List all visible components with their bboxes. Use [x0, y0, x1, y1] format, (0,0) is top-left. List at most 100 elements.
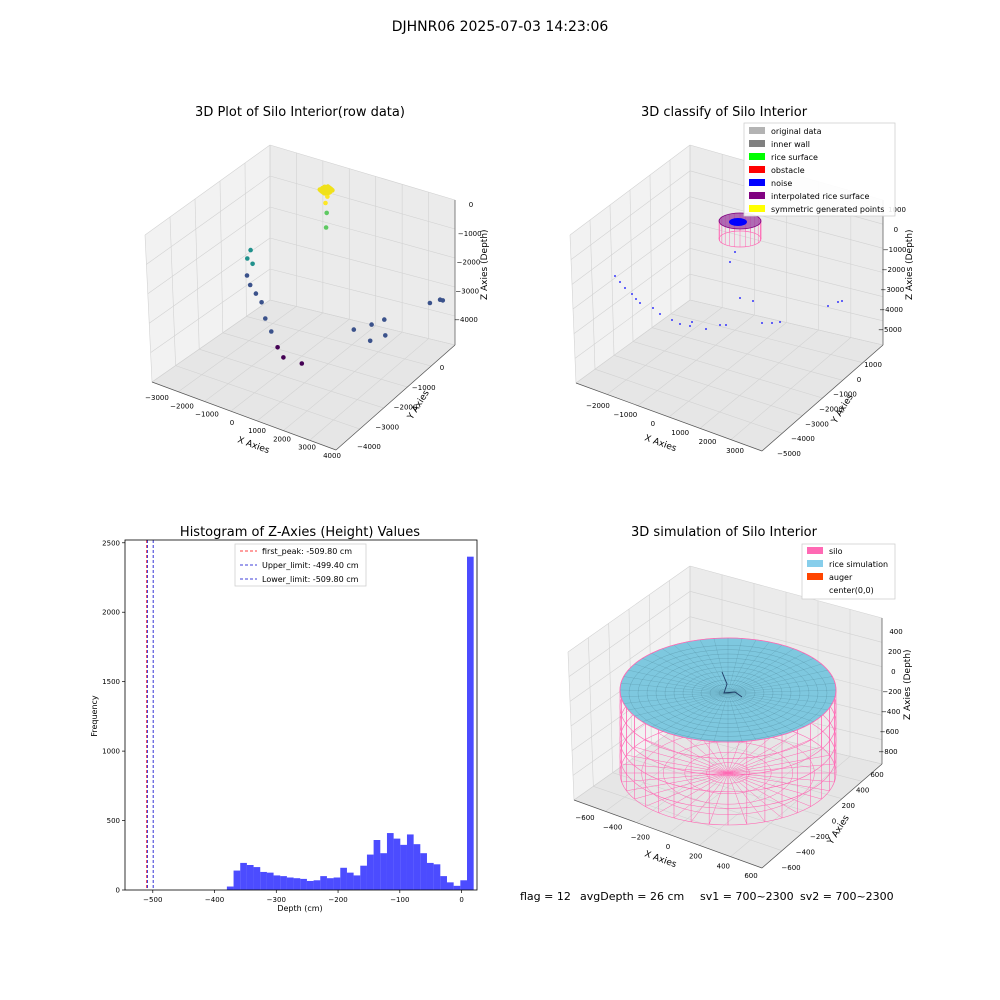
- data-point: [383, 333, 388, 338]
- panel1-title: 3D Plot of Silo Interior(row data): [195, 105, 405, 120]
- rice-mesh-spoke: [727, 648, 794, 694]
- x-tick-label: 3000: [726, 447, 744, 455]
- rice-mesh-spoke: [673, 692, 729, 736]
- rice-mesh-spoke: [727, 692, 770, 739]
- data-point: [325, 194, 330, 199]
- histogram-x-ticks: −500 −400 −300 −200 −100 0: [143, 890, 464, 904]
- rice-mesh-spoke: [727, 692, 805, 727]
- histogram-bar: [346, 872, 354, 890]
- grid-line: [219, 180, 224, 333]
- histogram-bar: [233, 870, 241, 890]
- legend-swatch: [749, 192, 765, 199]
- y-tick-label: 200: [842, 802, 855, 810]
- noise-point: [652, 307, 654, 309]
- histogram-bar: [286, 877, 294, 890]
- noise-point: [841, 300, 843, 302]
- histogram-bar: [326, 878, 334, 890]
- z-tick-label: −3000: [880, 286, 904, 294]
- x-tick-label: −200: [328, 896, 347, 904]
- x-tick-label: 4000: [323, 452, 341, 460]
- histogram-bar: [420, 853, 427, 890]
- histogram-bar: [366, 854, 374, 890]
- grid-line: [572, 222, 691, 310]
- rice-mesh-spoke: [662, 692, 729, 732]
- panel1-x-ticks: −3000−2000−1000 0 1000 2000 3000 4000: [145, 394, 341, 460]
- rice-mesh-spoke: [634, 663, 729, 694]
- histogram-bar: [253, 867, 261, 890]
- legend-swatch: [749, 140, 765, 147]
- panel2-noise-points: [614, 251, 843, 330]
- histogram-y-axis-label: Frequency: [90, 695, 99, 737]
- y-tick-label: 1000: [102, 748, 120, 756]
- histogram-bar: [426, 862, 434, 890]
- x-tick-label: 3000: [298, 444, 316, 452]
- legend-label: rice surface: [771, 153, 818, 162]
- x-tick-label: −200: [631, 833, 650, 841]
- data-point: [367, 338, 373, 344]
- rice-mesh-spoke: [727, 692, 822, 717]
- legend-label: auger: [829, 573, 853, 582]
- noise-point: [671, 319, 673, 321]
- rice-mesh-spoke: [727, 692, 757, 741]
- grid-line: [178, 306, 297, 392]
- panel1-x-axis-label: X Axies: [236, 435, 271, 456]
- data-point: [248, 247, 253, 253]
- noise-point: [761, 322, 763, 324]
- noise-point: [752, 300, 754, 302]
- data-point: [323, 225, 329, 230]
- rice-mesh-spoke: [727, 639, 757, 694]
- grid-line: [256, 325, 376, 422]
- y-axis-line: [761, 763, 883, 869]
- y-tick-label: 0: [857, 376, 861, 384]
- z-tick-label: 400: [889, 628, 902, 636]
- silo-base-spoke: [658, 732, 729, 774]
- data-point: [351, 327, 357, 332]
- rice-mesh-spoke: [727, 692, 743, 742]
- legend-swatch: [807, 586, 823, 593]
- grid-line: [269, 175, 456, 230]
- noise-point: [619, 281, 621, 283]
- panel2-z-ticks: 1000 0 −1000 −2000 −3000 −4000 −5000: [878, 206, 906, 334]
- legend-swatch: [807, 573, 823, 580]
- x-tick-label: 400: [717, 862, 730, 870]
- x-tick-label: 0: [230, 419, 234, 427]
- histogram-bar: [413, 844, 421, 890]
- y-tick-label: 1500: [102, 678, 120, 686]
- noise-point: [739, 297, 741, 299]
- silo-base-spoke: [626, 754, 729, 774]
- x-tick-label: 600: [744, 872, 757, 880]
- rice-mesh-spoke: [727, 663, 822, 694]
- histogram-bar: [266, 872, 274, 890]
- x-tick-label: 0: [459, 896, 463, 904]
- rice-mesh-spoke: [727, 692, 783, 736]
- data-point: [440, 298, 446, 303]
- grid-line: [194, 198, 200, 350]
- cylinder-base: [718, 230, 762, 248]
- y-tick-label: 0: [116, 887, 120, 895]
- z-tick-label: −5000: [878, 326, 902, 334]
- rice-mesh-spoke: [620, 683, 729, 694]
- panel1-z-axis-label: Z Axies (Depth): [480, 229, 490, 300]
- panel1-z-ticks: 0 −1000 −2000 −3000 −4000: [454, 201, 481, 324]
- rice-mesh-spoke: [686, 692, 729, 739]
- z-tick-label: −400: [881, 708, 900, 716]
- grid-line: [612, 772, 803, 834]
- panel-raw-3d-scatter: 3D Plot of Silo Interior(row data) −3000…: [144, 105, 490, 460]
- panel2-z-axis-label: Z Axies (Depth): [905, 229, 915, 300]
- histogram-bar: [467, 556, 474, 890]
- rice-mesh-spoke: [727, 692, 833, 704]
- z-tick-label: −800: [878, 748, 897, 756]
- histogram-bar: [440, 876, 447, 890]
- grid-line: [573, 248, 691, 334]
- silo-base-spoke: [645, 739, 729, 774]
- data-point: [244, 273, 250, 278]
- status-avg-depth: avgDepth = 26 cm: [580, 890, 684, 903]
- silo-base-spoke: [634, 746, 729, 774]
- grid-line: [222, 332, 408, 388]
- rice-mesh-spoke: [713, 638, 729, 694]
- rice-mesh-spoke: [727, 669, 828, 694]
- data-point: [269, 329, 274, 334]
- grid-line: [613, 355, 803, 416]
- histogram-bar: [433, 864, 441, 890]
- histogram-bar: [400, 844, 407, 890]
